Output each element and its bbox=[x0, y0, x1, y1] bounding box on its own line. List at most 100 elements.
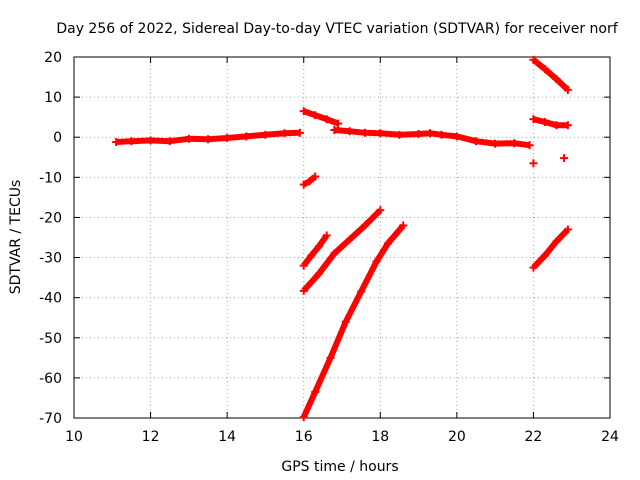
y-tick-label: -40 bbox=[39, 291, 62, 307]
data-point bbox=[127, 137, 136, 146]
data-point bbox=[341, 317, 350, 326]
data-point bbox=[529, 115, 538, 124]
data-point bbox=[529, 159, 538, 168]
data-point bbox=[552, 121, 561, 130]
y-tick-label: -50 bbox=[39, 331, 62, 347]
data-point bbox=[360, 128, 369, 137]
series-line bbox=[531, 227, 571, 270]
data-point bbox=[472, 137, 480, 146]
series-line bbox=[301, 208, 383, 293]
y-tick-label: -30 bbox=[39, 251, 62, 267]
data-point bbox=[552, 75, 561, 84]
data-series bbox=[112, 55, 572, 422]
data-point bbox=[395, 130, 404, 139]
y-tick-label: -60 bbox=[39, 371, 62, 387]
series-arc-16-a bbox=[299, 231, 331, 270]
data-point bbox=[322, 231, 331, 240]
series-arc-22-lower bbox=[529, 225, 572, 272]
data-point bbox=[299, 107, 308, 116]
series-arc-16-short bbox=[299, 172, 320, 189]
data-point bbox=[491, 139, 500, 148]
data-point bbox=[376, 129, 385, 138]
y-tick-label: 20 bbox=[44, 50, 62, 66]
plot-frame bbox=[73, 56, 611, 419]
data-point bbox=[280, 129, 289, 138]
x-tick-label: 22 bbox=[525, 429, 543, 445]
series-line bbox=[531, 57, 570, 93]
series-arc-16-b bbox=[299, 206, 385, 295]
data-point bbox=[112, 138, 121, 147]
data-point bbox=[529, 263, 538, 272]
data-point bbox=[510, 139, 519, 148]
data-point bbox=[315, 242, 324, 251]
data-point bbox=[261, 130, 270, 139]
x-tick-label: 14 bbox=[218, 429, 236, 445]
data-point bbox=[357, 287, 366, 296]
data-point bbox=[326, 353, 335, 362]
series-isolated-22.0 bbox=[529, 159, 538, 168]
data-point bbox=[330, 249, 339, 258]
data-point bbox=[307, 251, 316, 260]
data-point bbox=[529, 55, 538, 64]
data-point bbox=[360, 221, 369, 230]
x-tick-label: 16 bbox=[295, 429, 313, 445]
grid-lines bbox=[74, 57, 610, 418]
data-point bbox=[372, 257, 381, 266]
data-point bbox=[311, 111, 320, 120]
chart-title: Day 256 of 2022, Sidereal Day-to-day VTE… bbox=[56, 21, 618, 37]
data-point bbox=[452, 132, 461, 141]
axis-ticks: 10 12 14 16 18 20 22 24 -70 -60 -50 -40 -30 -20 -10 0 10… bbox=[39, 50, 619, 445]
y-tick-label: 10 bbox=[44, 90, 62, 106]
y-axis-label: SDTVAR / TECUs bbox=[8, 180, 24, 295]
data-point bbox=[223, 134, 232, 143]
x-tick-label: 12 bbox=[142, 429, 160, 445]
data-point bbox=[414, 130, 423, 139]
series-arc-main-late bbox=[330, 126, 534, 150]
data-point bbox=[563, 121, 572, 130]
data-point bbox=[345, 235, 354, 244]
data-point bbox=[322, 115, 331, 124]
y-tick-label: -70 bbox=[39, 411, 62, 427]
data-point bbox=[305, 177, 314, 186]
x-tick-label: 20 bbox=[448, 429, 466, 445]
data-point bbox=[311, 172, 320, 181]
series-arc-16-c bbox=[299, 221, 408, 422]
series-arc-16-upper bbox=[299, 107, 343, 128]
data-point bbox=[242, 132, 251, 141]
series-arc-22-mid bbox=[529, 115, 572, 130]
data-point bbox=[299, 261, 308, 270]
data-point bbox=[184, 134, 193, 143]
data-point bbox=[540, 117, 549, 126]
data-point bbox=[299, 180, 308, 189]
y-tick-label: 0 bbox=[53, 130, 62, 146]
data-point bbox=[295, 128, 304, 137]
data-point bbox=[330, 126, 339, 135]
data-point bbox=[299, 286, 308, 295]
y-tick-label: -20 bbox=[39, 210, 62, 226]
y-tick-label: -10 bbox=[39, 170, 62, 186]
data-point bbox=[204, 135, 212, 144]
data-point bbox=[383, 239, 392, 248]
series-line bbox=[532, 116, 568, 129]
data-point bbox=[146, 136, 155, 145]
data-point bbox=[563, 225, 572, 234]
x-tick-label: 10 bbox=[65, 429, 83, 445]
data-point bbox=[334, 119, 343, 128]
series-line bbox=[302, 108, 340, 127]
x-tick-label: 24 bbox=[601, 429, 619, 445]
data-point bbox=[426, 129, 435, 138]
series-arc-22-upper bbox=[529, 55, 572, 94]
x-axis-label: GPS time / hours bbox=[281, 459, 398, 475]
series-arc-main-early bbox=[112, 128, 304, 147]
series-isolated-22.8 bbox=[560, 154, 569, 163]
data-point bbox=[345, 127, 354, 136]
data-point bbox=[299, 413, 308, 422]
data-point bbox=[552, 237, 561, 246]
data-point bbox=[315, 269, 324, 278]
data-point bbox=[525, 141, 534, 150]
data-point bbox=[563, 85, 572, 94]
data-point bbox=[540, 251, 549, 260]
data-point bbox=[165, 137, 174, 146]
data-point bbox=[560, 154, 569, 163]
